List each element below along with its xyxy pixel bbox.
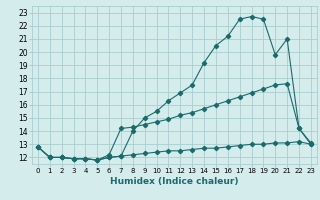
X-axis label: Humidex (Indice chaleur): Humidex (Indice chaleur) (110, 177, 239, 186)
